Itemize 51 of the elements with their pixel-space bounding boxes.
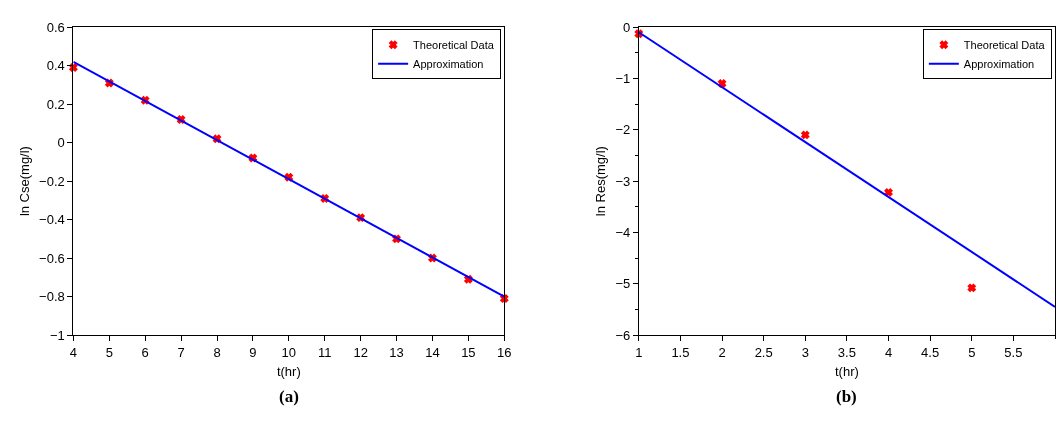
x-tick-label: 2 (718, 344, 726, 360)
point (967, 283, 976, 292)
x-tick-label: 4 (884, 344, 893, 360)
x-tick-label: 12 (353, 344, 368, 360)
x-tick-label: 4.5 (921, 344, 940, 360)
legend-label: Approximation (963, 58, 1035, 70)
text: (a) (279, 387, 299, 406)
y-tick-label: −5 (615, 276, 631, 292)
x-tick-label: 11 (317, 344, 332, 360)
x-tick-label: 1 (635, 344, 643, 360)
y-tick-label: −3 (615, 173, 631, 189)
x-tick-label: 6 (141, 344, 149, 360)
legend-label: Theoretical Data (413, 39, 495, 51)
y-tick-label: −0.2 (39, 173, 65, 189)
y-tick-label: −4 (615, 224, 631, 240)
y-tick-label: 0.6 (46, 19, 65, 35)
y-tick-label: −0.4 (39, 212, 65, 228)
y-tick-label: 0 (57, 135, 65, 151)
y-tick-label: −1 (615, 70, 631, 86)
x-tick-label: 14 (425, 344, 440, 360)
y-tick-label: −2 (615, 122, 631, 138)
text: (b) (836, 387, 857, 406)
x-tick-label: 13 (389, 344, 404, 360)
y-axis-title: ln Cse(mg/l) (17, 146, 33, 217)
x-tick-label: 1.5 (671, 344, 690, 360)
x-axis-title: t(hr) (276, 364, 301, 380)
y-tick-label: −6 (615, 327, 631, 343)
x-axis-title: t(hr) (834, 364, 859, 380)
x-tick-label: 5.5 (1004, 344, 1023, 360)
legend-label: Theoretical Data (963, 39, 1046, 51)
x-tick-label: 2.5 (754, 344, 773, 360)
x-tick-label: 5 (105, 344, 113, 360)
x-tick-label: 5 (968, 344, 976, 360)
x-tick-label: 3 (801, 344, 809, 360)
x-tick-label: 9 (249, 344, 257, 360)
y-tick-label: −1 (49, 327, 65, 343)
y-tick-label: 0.2 (46, 96, 65, 112)
y-tick-label: 0.4 (46, 58, 65, 74)
legend-label: Approximation (413, 58, 484, 70)
x-tick-label: 7 (177, 344, 185, 360)
x-tick-label: 4 (69, 344, 77, 360)
y-tick-label: 0 (622, 19, 631, 35)
x-tick-label: 10 (281, 344, 297, 360)
x-tick-label: 16 (497, 344, 512, 360)
y-tick-label: −0.8 (39, 289, 65, 305)
y-tick-label: −0.6 (39, 250, 65, 266)
point (801, 130, 810, 140)
y-axis-title: ln Res(mg/l) (593, 146, 609, 217)
x-tick-label: 15 (461, 344, 476, 360)
x-tick-label: 3.5 (837, 344, 856, 360)
x-tick-label: 8 (213, 344, 221, 360)
